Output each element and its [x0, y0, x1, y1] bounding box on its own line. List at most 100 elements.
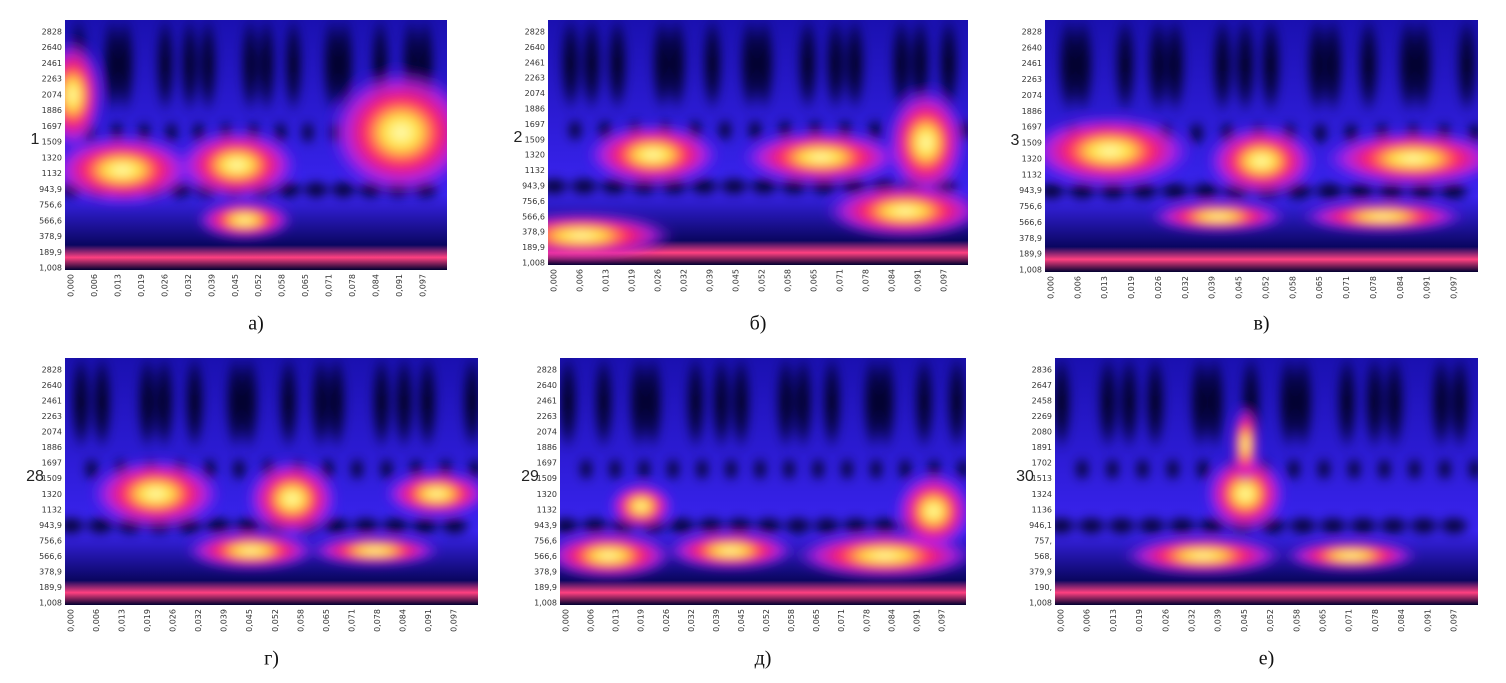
y-tick-label: 379,9 — [1029, 567, 1052, 576]
y-tick-label: 2461 — [525, 58, 545, 67]
hot-region — [585, 123, 721, 187]
x-tick-label: 0,071 — [325, 274, 334, 297]
cold-region — [326, 358, 347, 452]
y-tick-label: 1132 — [525, 166, 545, 175]
y-tick-label: 1320 — [525, 151, 545, 160]
x-tick-label: 0,039 — [220, 609, 229, 632]
x-tick-label: 0,065 — [812, 609, 821, 632]
cold-region — [91, 358, 113, 452]
x-tick-label: 0,058 — [787, 609, 796, 632]
cold-region — [461, 358, 478, 452]
x-tick-label: 0,045 — [1235, 276, 1244, 299]
y-tick-label: 2461 — [1022, 59, 1042, 68]
cold-region — [416, 358, 438, 452]
hot-region — [824, 183, 968, 239]
hot-region — [1121, 535, 1285, 576]
x-tick-label: 0,071 — [837, 609, 846, 632]
panel-number: 28 — [26, 468, 44, 485]
cold-region — [567, 118, 583, 143]
panel: 30 2836 2647 2458 2269 2080 1891 1702 1513 1324 11… — [1016, 358, 1478, 670]
x-tick-label: 0,097 — [940, 269, 949, 292]
x-tick-label: 0,078 — [862, 609, 871, 632]
cold-region — [1376, 456, 1392, 482]
x-tick-label: 0,026 — [1154, 276, 1163, 299]
x-tick-label: 0,045 — [1240, 609, 1249, 632]
cold-region — [665, 456, 681, 482]
y-tick-label: 566,6 — [534, 552, 557, 561]
y-tick-label: 1324 — [1032, 490, 1052, 499]
cold-region — [560, 516, 583, 536]
cold-region — [1097, 358, 1119, 452]
y-tick-label: 756,6 — [534, 536, 557, 545]
x-tick-label: 0,058 — [784, 269, 793, 292]
y-tick-label: 2458 — [1032, 397, 1052, 406]
x-tick-label: 0,058 — [296, 609, 305, 632]
cold-region — [378, 516, 412, 536]
x-tick-label: 0,032 — [184, 274, 193, 297]
cold-region — [379, 456, 394, 482]
panel-number: 30 — [1016, 468, 1034, 485]
x-tick-label: 0,000 — [562, 609, 571, 632]
cold-region — [581, 20, 603, 114]
y-tick-label: 1886 — [537, 443, 557, 452]
cold-region — [198, 20, 218, 115]
hot-region — [65, 134, 196, 206]
y-tick-label: 1,008 — [39, 264, 62, 273]
cold-region — [1346, 516, 1381, 536]
y-tick-label: 1513 — [1032, 474, 1052, 483]
y-tick-label: 756,6 — [39, 201, 62, 210]
x-tick-label: 0,013 — [1109, 609, 1118, 632]
x-tick-label: 0,006 — [90, 274, 99, 297]
cold-region — [938, 20, 960, 114]
cold-region — [371, 358, 392, 452]
y-tick-label: 1320 — [537, 490, 557, 499]
x-tick-label: 0,091 — [395, 274, 404, 297]
scalogram — [560, 358, 966, 580]
cold-region — [1126, 181, 1162, 202]
cold-region — [560, 20, 582, 114]
y-tick-label: 756,6 — [522, 197, 545, 206]
y-tick-label: 2269 — [1032, 412, 1052, 421]
y-tick-label: 1,008 — [39, 599, 62, 608]
y-tick-label: 1886 — [42, 443, 62, 452]
x-tick-label: 0,084 — [887, 609, 896, 632]
x-tick-label: 0,019 — [137, 274, 146, 297]
cold-region — [797, 20, 819, 114]
x-tick-label: 0,097 — [1450, 276, 1459, 299]
x-tick-label: 0,084 — [888, 269, 897, 292]
x-tick-label: 0,091 — [914, 269, 923, 292]
cold-region — [821, 358, 842, 452]
cold-region — [955, 456, 966, 482]
x-tick-label: 0,065 — [301, 274, 310, 297]
hot-region — [1148, 200, 1288, 233]
y-tick-label: 1132 — [1022, 170, 1042, 179]
cold-region — [1188, 120, 1205, 146]
cold-region — [747, 118, 763, 143]
cold-region — [578, 516, 612, 536]
y-tick-label: 943,9 — [522, 182, 545, 191]
y-tick-label: 2640 — [42, 381, 62, 390]
y-tick-label: 2074 — [537, 428, 557, 437]
y-tick-label: 1509 — [42, 474, 62, 483]
cold-region — [723, 456, 739, 482]
y-tick-label: 2640 — [1022, 43, 1042, 52]
y-tick-label: 943,9 — [39, 185, 62, 194]
hot-region — [327, 68, 447, 197]
y-tick-label: 2828 — [1022, 28, 1042, 37]
cold-region — [810, 516, 844, 536]
x-tick-label: 0,019 — [1127, 276, 1136, 299]
y-tick-label: 2263 — [42, 412, 62, 421]
scalogram — [65, 20, 447, 240]
x-tick-label: 0,006 — [1083, 609, 1092, 632]
cold-region — [1312, 181, 1347, 202]
x-tick-label: 0,091 — [1423, 609, 1432, 632]
y-tick-label: 1697 — [1022, 123, 1042, 132]
x-tick-label: 0,058 — [1292, 609, 1301, 632]
y-tick-label: 189,9 — [534, 583, 557, 592]
y-tick-label: 189,9 — [1019, 250, 1042, 259]
y-tick-label: 943,9 — [39, 521, 62, 530]
x-tick-label: 0,058 — [278, 274, 287, 297]
y-tick-label: 1132 — [42, 505, 62, 514]
cold-region — [1104, 516, 1139, 536]
scalogram — [548, 20, 968, 260]
